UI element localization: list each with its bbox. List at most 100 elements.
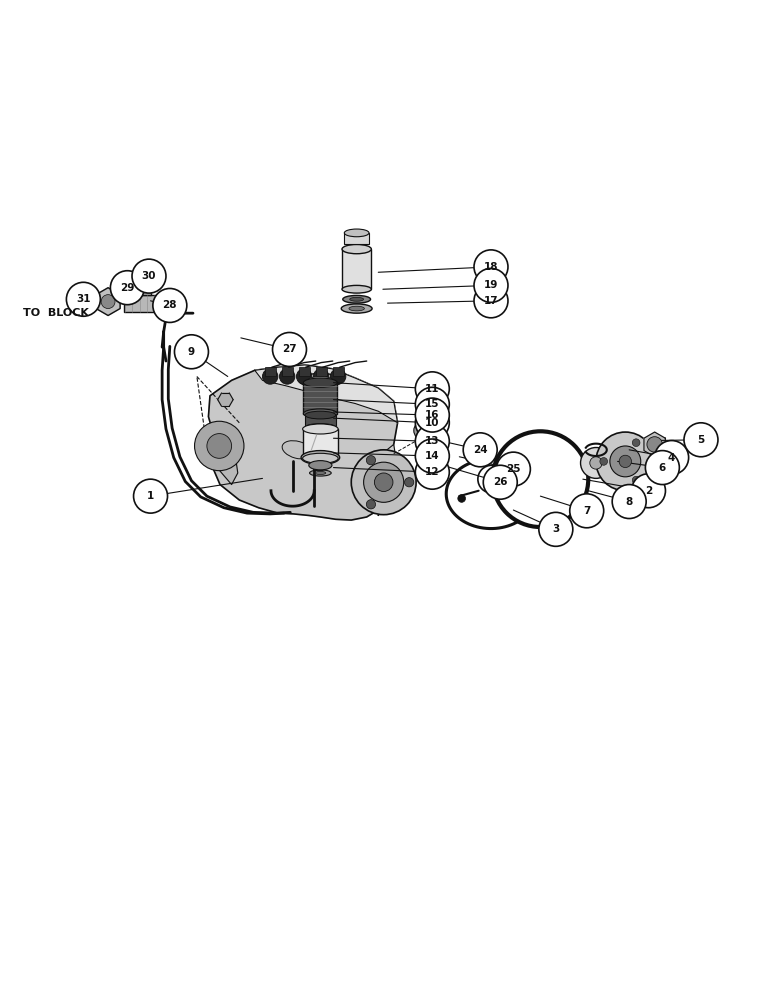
Circle shape: [600, 458, 608, 465]
Circle shape: [429, 427, 445, 443]
Circle shape: [366, 500, 375, 509]
Ellipse shape: [303, 378, 337, 387]
Text: 2: 2: [645, 486, 652, 496]
Text: 7: 7: [583, 506, 591, 516]
Circle shape: [415, 372, 449, 406]
Text: 17: 17: [484, 296, 498, 306]
Text: 19: 19: [484, 280, 498, 290]
Bar: [333, 367, 344, 376]
Circle shape: [330, 369, 346, 384]
Circle shape: [655, 441, 689, 475]
Circle shape: [110, 271, 144, 305]
Circle shape: [415, 398, 449, 432]
Circle shape: [420, 451, 432, 464]
Text: 25: 25: [506, 464, 520, 474]
Circle shape: [474, 250, 508, 284]
Circle shape: [296, 369, 312, 384]
Text: 15: 15: [425, 399, 439, 409]
Circle shape: [174, 335, 208, 369]
Circle shape: [631, 474, 665, 508]
Bar: [303, 383, 337, 414]
Bar: [305, 415, 336, 427]
Circle shape: [273, 332, 306, 366]
Circle shape: [458, 495, 466, 502]
Circle shape: [207, 434, 232, 458]
Circle shape: [415, 455, 449, 489]
Text: 8: 8: [625, 497, 633, 507]
Circle shape: [581, 448, 611, 478]
Circle shape: [132, 259, 166, 293]
Ellipse shape: [301, 451, 340, 464]
Ellipse shape: [349, 306, 364, 311]
Circle shape: [313, 369, 329, 384]
Circle shape: [134, 479, 168, 513]
Circle shape: [463, 433, 497, 467]
Circle shape: [610, 446, 641, 477]
Circle shape: [474, 284, 508, 318]
Ellipse shape: [309, 461, 332, 470]
Ellipse shape: [315, 471, 326, 475]
Text: 10: 10: [425, 418, 439, 428]
Ellipse shape: [308, 376, 333, 384]
Bar: [282, 367, 293, 376]
Text: 16: 16: [425, 410, 439, 420]
Circle shape: [351, 450, 416, 515]
Circle shape: [612, 485, 646, 519]
Circle shape: [195, 421, 244, 471]
Text: 11: 11: [425, 384, 439, 394]
Ellipse shape: [342, 285, 371, 293]
Circle shape: [130, 286, 137, 294]
Circle shape: [486, 473, 498, 485]
Circle shape: [496, 452, 530, 486]
Circle shape: [153, 288, 187, 322]
Text: 31: 31: [76, 294, 90, 304]
Text: 1: 1: [147, 491, 154, 501]
Circle shape: [415, 387, 449, 421]
Bar: [303, 429, 338, 458]
Ellipse shape: [303, 453, 338, 463]
Text: 5: 5: [697, 435, 705, 445]
Circle shape: [632, 476, 640, 484]
Circle shape: [493, 431, 588, 527]
Ellipse shape: [303, 424, 338, 434]
Circle shape: [125, 282, 142, 299]
Bar: [316, 367, 327, 376]
Circle shape: [570, 494, 604, 528]
Circle shape: [366, 456, 375, 465]
Circle shape: [647, 437, 662, 452]
Circle shape: [632, 439, 640, 447]
Circle shape: [374, 473, 393, 492]
Circle shape: [415, 406, 449, 440]
Bar: [299, 367, 310, 376]
Bar: [342, 249, 371, 289]
Text: 14: 14: [425, 451, 439, 461]
Circle shape: [141, 276, 148, 284]
Text: 12: 12: [425, 467, 439, 477]
Circle shape: [684, 423, 718, 457]
Text: 30: 30: [142, 271, 156, 281]
Ellipse shape: [310, 470, 331, 476]
Bar: [344, 233, 369, 244]
Polygon shape: [644, 432, 665, 457]
Circle shape: [478, 465, 506, 493]
Circle shape: [66, 282, 100, 316]
Circle shape: [619, 455, 631, 468]
Polygon shape: [255, 365, 398, 423]
Circle shape: [279, 369, 295, 384]
Circle shape: [474, 268, 508, 302]
Polygon shape: [218, 393, 233, 406]
Polygon shape: [208, 365, 398, 520]
Text: TO  BLOCK: TO BLOCK: [22, 308, 89, 318]
Text: 27: 27: [283, 344, 296, 354]
Polygon shape: [378, 444, 398, 515]
Text: 3: 3: [552, 524, 560, 534]
Text: 24: 24: [473, 445, 487, 455]
Polygon shape: [96, 288, 120, 315]
Text: 29: 29: [120, 283, 134, 293]
Ellipse shape: [342, 244, 371, 254]
Text: 13: 13: [425, 436, 439, 446]
Circle shape: [483, 465, 517, 499]
Circle shape: [596, 432, 655, 491]
Ellipse shape: [305, 424, 336, 431]
Bar: [124, 295, 157, 312]
